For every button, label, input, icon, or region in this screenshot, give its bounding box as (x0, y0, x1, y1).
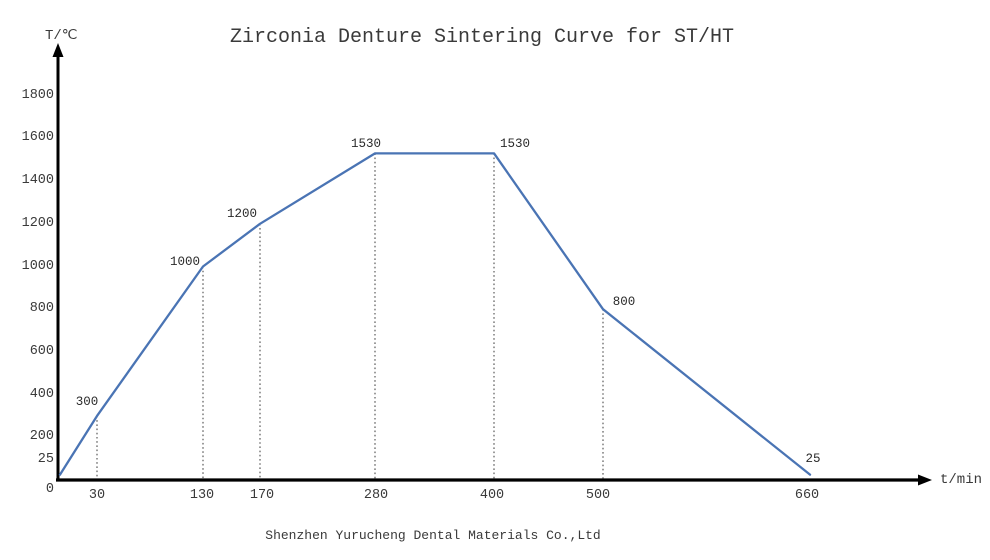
y-tick-label: 25 (37, 452, 54, 467)
point-value-label: 1200 (226, 206, 258, 221)
point-value-label: 300 (75, 394, 99, 409)
point-value-label: 1530 (350, 137, 382, 152)
y-axis-label: T/℃ (45, 28, 78, 44)
y-tick-label: 1000 (21, 258, 54, 274)
x-tick-label: 130 (189, 488, 215, 503)
x-tick-label: 30 (88, 488, 106, 503)
y-tick-label: 400 (29, 386, 54, 402)
company-footer: Shenzhen Yurucheng Dental Materials Co.,… (265, 528, 601, 543)
point-value-label: 1530 (499, 137, 531, 152)
y-axis-arrow-icon (52, 43, 64, 57)
x-tick-label: 500 (585, 488, 611, 503)
x-tick-label: 170 (249, 488, 275, 503)
point-value-label: 1000 (169, 254, 201, 269)
x-axis-arrow-icon (918, 474, 932, 486)
y-tick-label: 1400 (21, 173, 54, 189)
y-tick-label: 600 (29, 343, 54, 359)
x-tick-label: 400 (479, 488, 505, 503)
temperature-curve (58, 152, 812, 476)
y-tick-label: 1200 (21, 215, 54, 231)
x-tick-label: 660 (794, 488, 820, 503)
y-tick-label: 1600 (21, 130, 54, 146)
chart-title: Zirconia Denture Sintering Curve for ST/… (229, 26, 735, 49)
y-tick-label: 200 (29, 429, 54, 445)
x-tick-label: 280 (363, 488, 389, 503)
y-tick-label: 800 (29, 301, 54, 317)
point-value-label: 25 (805, 451, 821, 466)
y-tick-label: 0 (45, 482, 54, 497)
x-axis-label: t/min (940, 472, 983, 488)
y-tick-label: 1800 (21, 87, 54, 103)
point-value-label: 800 (612, 295, 636, 310)
